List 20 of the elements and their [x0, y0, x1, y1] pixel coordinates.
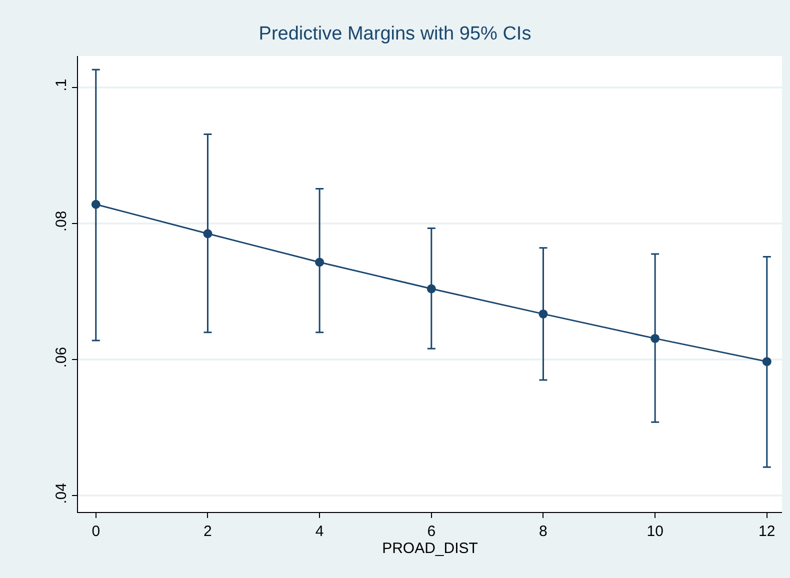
point: [203, 229, 212, 238]
x-tick-label: 4: [315, 523, 324, 540]
chart-title: Predictive Margins with 95% CIs: [258, 23, 532, 44]
y-tick-label: .1: [53, 78, 70, 92]
point: [91, 200, 100, 209]
x-tick-label: 8: [539, 523, 548, 540]
x-tick-label: 2: [204, 523, 212, 540]
y-tick-label: .06: [53, 346, 70, 368]
x-tick-label: 10: [646, 523, 664, 540]
x-tick-label: 0: [92, 523, 100, 540]
point: [762, 357, 772, 366]
point: [315, 258, 324, 267]
x-tick-label: 6: [427, 523, 436, 540]
point: [650, 334, 660, 343]
y-tick-label: .08: [53, 210, 70, 232]
x-axis-title: PROAD_DIST: [382, 540, 478, 557]
point: [426, 284, 436, 294]
point: [538, 309, 548, 318]
y-tick-label: .04: [53, 482, 70, 504]
x-tick-label: 12: [758, 523, 776, 540]
